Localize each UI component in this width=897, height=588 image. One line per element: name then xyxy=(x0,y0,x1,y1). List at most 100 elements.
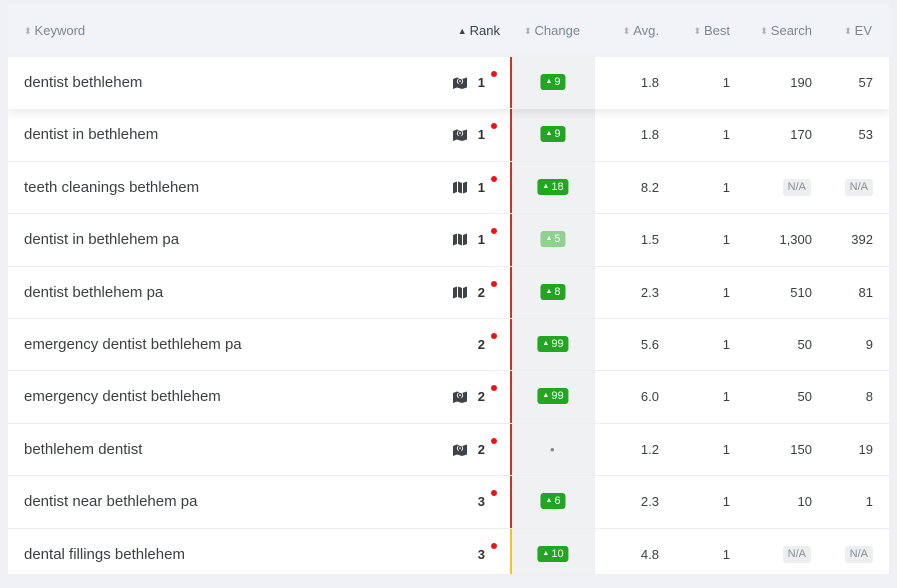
keyword-cell[interactable]: dentist near bethlehem pa xyxy=(24,493,198,511)
table-row[interactable]: emergency dentist bethlehem pa 2 ▲ 99 5.6 1 50… xyxy=(8,318,889,372)
table-row[interactable]: dentist in bethlehem 1 ▲ 9 1.8 1 170 53 xyxy=(8,109,889,162)
arrow-up-icon: ▲ xyxy=(545,497,553,505)
sort-ascending-icon: ▲ xyxy=(457,26,467,36)
column-header-search[interactable]: ⬍ Search xyxy=(760,4,812,57)
column-header-change[interactable]: ⬍ Change xyxy=(524,4,580,57)
keyword-cell[interactable]: bethlehem dentist xyxy=(24,440,143,458)
rank-dot-icon xyxy=(491,332,497,339)
map-pin-icon xyxy=(453,443,467,456)
keyword-cell[interactable]: dentist bethlehem pa xyxy=(24,283,164,301)
column-header-label: Avg. xyxy=(633,23,659,38)
change-value: 99 xyxy=(551,337,564,350)
avg-cell: 1.8 xyxy=(640,127,659,143)
change-badge: ▲ 8 xyxy=(540,283,566,300)
column-header-label: Keyword xyxy=(34,23,86,38)
best-cell: 1 xyxy=(722,336,730,352)
best-cell: 1 xyxy=(722,127,730,143)
column-header-label: Change xyxy=(534,23,581,38)
table-row[interactable]: dentist in bethlehem pa 1 ▲ 5 1.5 1 1,300 392 xyxy=(8,214,889,267)
map-pin-icon xyxy=(453,390,467,404)
best-cell: 1 xyxy=(722,441,730,457)
keyword-cell[interactable]: dentist in bethlehem xyxy=(24,126,159,144)
rank-cell: 2 xyxy=(477,441,485,457)
rank-status-bar xyxy=(510,109,512,161)
keyword-cell[interactable]: teeth cleanings bethlehem xyxy=(24,178,200,196)
column-header-avg[interactable]: ⬍ Avg. xyxy=(623,4,659,57)
table-row[interactable]: bethlehem dentist 2 • 1.2 1 150 19 xyxy=(8,423,889,477)
best-cell: 1 xyxy=(722,546,730,562)
rank-status-bar xyxy=(510,318,512,371)
ev-cell: 392 xyxy=(851,232,873,248)
rank-dot-icon xyxy=(491,437,497,444)
keyword-cell[interactable]: dental fillings bethlehem xyxy=(24,545,185,563)
column-header-ev[interactable]: ⬍ EV xyxy=(844,4,872,57)
arrow-up-icon: ▲ xyxy=(542,392,550,400)
rankings-table: ⬍ Keyword ▲ Rank ⬍ Change ⬍ Avg. ⬍ Best ⬍ Sear… xyxy=(8,4,889,574)
change-column-background xyxy=(512,57,595,574)
search-cell: 50 xyxy=(797,389,812,405)
change-badge: ▲ 99 xyxy=(537,388,569,405)
change-value: 9 xyxy=(554,128,561,141)
avg-cell: 1.2 xyxy=(640,441,659,457)
rank-cell: 2 xyxy=(477,336,485,352)
search-na-badge: N/A xyxy=(782,545,811,563)
avg-cell: 1.8 xyxy=(640,75,659,90)
rank-dot-icon xyxy=(491,280,497,287)
change-badge: ▲ 5 xyxy=(540,231,566,248)
rank-status-bar xyxy=(510,57,512,109)
best-cell: 1 xyxy=(722,179,730,195)
rank-cell: 1 xyxy=(477,232,485,248)
search-cell: 50 xyxy=(797,336,812,352)
sort-icon: ⬍ xyxy=(693,26,701,36)
ev-cell: 53 xyxy=(858,127,873,143)
column-header-label: Search xyxy=(770,23,812,38)
rank-dot-icon xyxy=(491,71,497,77)
avg-cell: 1.5 xyxy=(640,232,659,248)
rank-cell: 1 xyxy=(477,75,485,90)
rank-cell: 3 xyxy=(477,546,485,562)
change-value: 9 xyxy=(554,76,561,88)
column-header-rank[interactable]: ▲ Rank xyxy=(458,4,500,57)
sort-icon: ⬍ xyxy=(844,26,852,36)
rank-cell: 3 xyxy=(477,494,485,510)
column-header-keyword[interactable]: ⬍ Keyword xyxy=(24,4,85,57)
arrow-up-icon: ▲ xyxy=(542,549,550,557)
ev-cell: 1 xyxy=(865,494,873,510)
table-body: dentist bethlehem 1 ▲ 9 1.8 1 190 57 dentist in … xyxy=(8,57,889,574)
column-header-label: Best xyxy=(703,23,730,38)
keyword-cell[interactable]: emergency dentist bethlehem pa xyxy=(24,335,242,353)
change-badge: ▲ 99 xyxy=(537,335,569,352)
arrow-up-icon: ▲ xyxy=(545,235,553,243)
keyword-cell[interactable]: dentist in bethlehem pa xyxy=(24,231,180,249)
rank-status-bar xyxy=(510,161,512,214)
rank-status-bar xyxy=(510,423,512,476)
table-row[interactable]: dentist near bethlehem pa 3 ▲ 6 2.3 1 10 1 xyxy=(8,476,889,529)
rank-status-bar xyxy=(510,214,512,266)
avg-cell: 5.6 xyxy=(640,336,659,352)
rank-dot-icon xyxy=(491,175,497,182)
best-cell: 1 xyxy=(722,284,730,300)
arrow-up-icon: ▲ xyxy=(545,287,553,295)
table-header: ⬍ Keyword ▲ Rank ⬍ Change ⬍ Avg. ⬍ Best ⬍ Sear… xyxy=(8,4,889,57)
table-row[interactable]: dentist bethlehem pa 2 ▲ 8 2.3 1 510 81 xyxy=(8,266,889,319)
column-header-best[interactable]: ⬍ Best xyxy=(693,4,730,57)
table-row[interactable]: emergency dentist bethlehem 2 ▲ 99 6.0 1 50 8 xyxy=(8,371,889,424)
search-cell: 510 xyxy=(790,284,812,300)
sort-icon: ⬍ xyxy=(524,26,532,36)
sort-icon: ⬍ xyxy=(760,26,768,36)
arrow-up-icon: ▲ xyxy=(542,339,550,347)
ev-na-badge: N/A xyxy=(844,545,873,563)
rank-dot-icon xyxy=(491,490,497,497)
keyword-cell[interactable]: emergency dentist bethlehem xyxy=(24,388,221,406)
arrow-up-icon: ▲ xyxy=(545,78,553,85)
table-row[interactable]: dentist bethlehem 1 ▲ 9 1.8 1 190 57 xyxy=(8,57,889,109)
table-row[interactable]: teeth cleanings bethlehem 1 ▲ 18 8.2 1 N/A N/A xyxy=(8,161,889,215)
column-header-label: EV xyxy=(854,23,872,38)
change-badge: ▲ 6 xyxy=(540,493,566,510)
map-pin-icon xyxy=(453,76,467,89)
table-row[interactable]: dental fillings bethlehem 3 ▲ 10 4.8 1 N/A N/A xyxy=(8,528,889,574)
keyword-cell[interactable]: dentist bethlehem xyxy=(24,74,143,91)
change-value: 18 xyxy=(551,180,564,193)
search-na-badge: N/A xyxy=(782,178,811,196)
rank-cell: 2 xyxy=(477,389,485,405)
